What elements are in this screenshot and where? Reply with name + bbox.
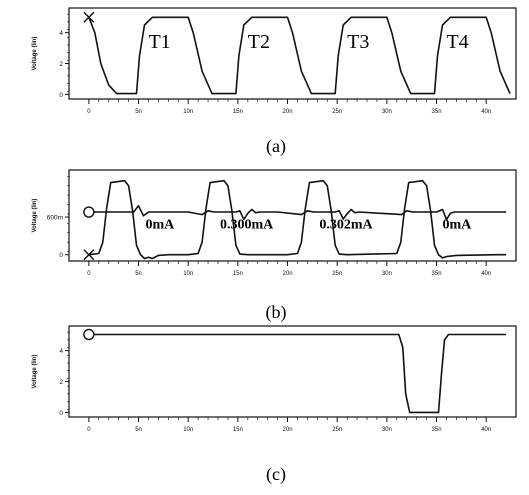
series-line (88, 16, 511, 95)
x-tick-label: 10n (183, 109, 193, 115)
annotation-label: T2 (248, 31, 270, 53)
x-tick-label: 20n (283, 427, 293, 433)
y-tick-label: 0 (59, 252, 63, 259)
annotation-label: 0.302mA (319, 217, 373, 232)
x-tick-label: 35n (432, 271, 442, 277)
panel-caption: (c) (266, 464, 286, 485)
x-tick-label: 15n (233, 109, 243, 115)
y-tick-label: 0 (59, 410, 63, 417)
x-tick-label: 30n (382, 109, 392, 115)
y-axis-label: Voltage (lin) (32, 37, 38, 71)
series-line (88, 205, 507, 221)
x-tick-label: 30n (382, 427, 392, 433)
panel-a: 0 5n 10n 15n 20n 25n 30n 35n 40n 0 2 4 Voltage (lin)… (32, 7, 517, 157)
annotation-label: T3 (347, 31, 369, 53)
annotation-label: 0.300mA (220, 217, 274, 232)
panel-c: 0 5n 10n 15n 20n 25n 30n 35n 40n 0 2 4 Voltage (lin)… (32, 325, 517, 485)
x-tick-label: 25n (332, 271, 342, 277)
panel-caption: (b) (266, 302, 287, 323)
x-tick-label: 40n (481, 109, 491, 115)
panel-b: 0 5n 10n 15n 20n 25n 30n 35n 40n 0 600m Voltage (li… (32, 169, 517, 323)
x-tick-label: 35n (432, 109, 442, 115)
panel-caption: (a) (266, 136, 286, 157)
x-tick-label: 10n (183, 271, 193, 277)
x-tick-label: 15n (233, 271, 243, 277)
y-tick-label: 2 (59, 379, 63, 386)
x-tick-label: 40n (481, 271, 491, 277)
series-line (88, 179, 507, 260)
x-tick-label: 0 (87, 427, 91, 433)
plot-frame (68, 7, 517, 100)
x-marker (83, 249, 95, 261)
x-tick-label: 10n (183, 427, 193, 433)
x-tick-label: 20n (283, 271, 293, 277)
y-axis-label: Voltage (lin) (32, 355, 38, 389)
x-tick-label: 0 (87, 271, 91, 277)
x-tick-label: 25n (332, 109, 342, 115)
x-tick-label: 5n (135, 427, 142, 433)
x-tick-label: 5n (135, 109, 142, 115)
plot-frame (68, 169, 517, 262)
y-tick-label: 4 (59, 348, 63, 355)
x-marker (83, 11, 95, 23)
x-tick-label: 5n (135, 271, 142, 277)
y-tick-label: 0 (59, 92, 63, 99)
x-tick-label: 0 (87, 109, 91, 115)
annotation-label: T4 (446, 31, 468, 53)
annotation-label: T1 (148, 31, 170, 53)
x-tick-label: 20n (283, 109, 293, 115)
annotation-label: 0mA (442, 217, 472, 232)
annotation-label: 0mA (145, 217, 175, 232)
x-tick-label: 30n (382, 271, 392, 277)
y-axis-label: Voltage (lin) (32, 199, 38, 233)
x-tick-label: 40n (481, 427, 491, 433)
y-tick-label: 4 (59, 30, 63, 37)
x-tick-label: 25n (332, 427, 342, 433)
circle-marker (83, 206, 95, 218)
plot-frame (68, 325, 517, 418)
y-tick-label: 2 (59, 61, 63, 68)
y-tick-label: 600m (47, 215, 63, 222)
series-line (88, 333, 507, 414)
x-tick-label: 15n (233, 427, 243, 433)
x-tick-label: 35n (432, 427, 442, 433)
circle-marker (83, 328, 95, 341)
